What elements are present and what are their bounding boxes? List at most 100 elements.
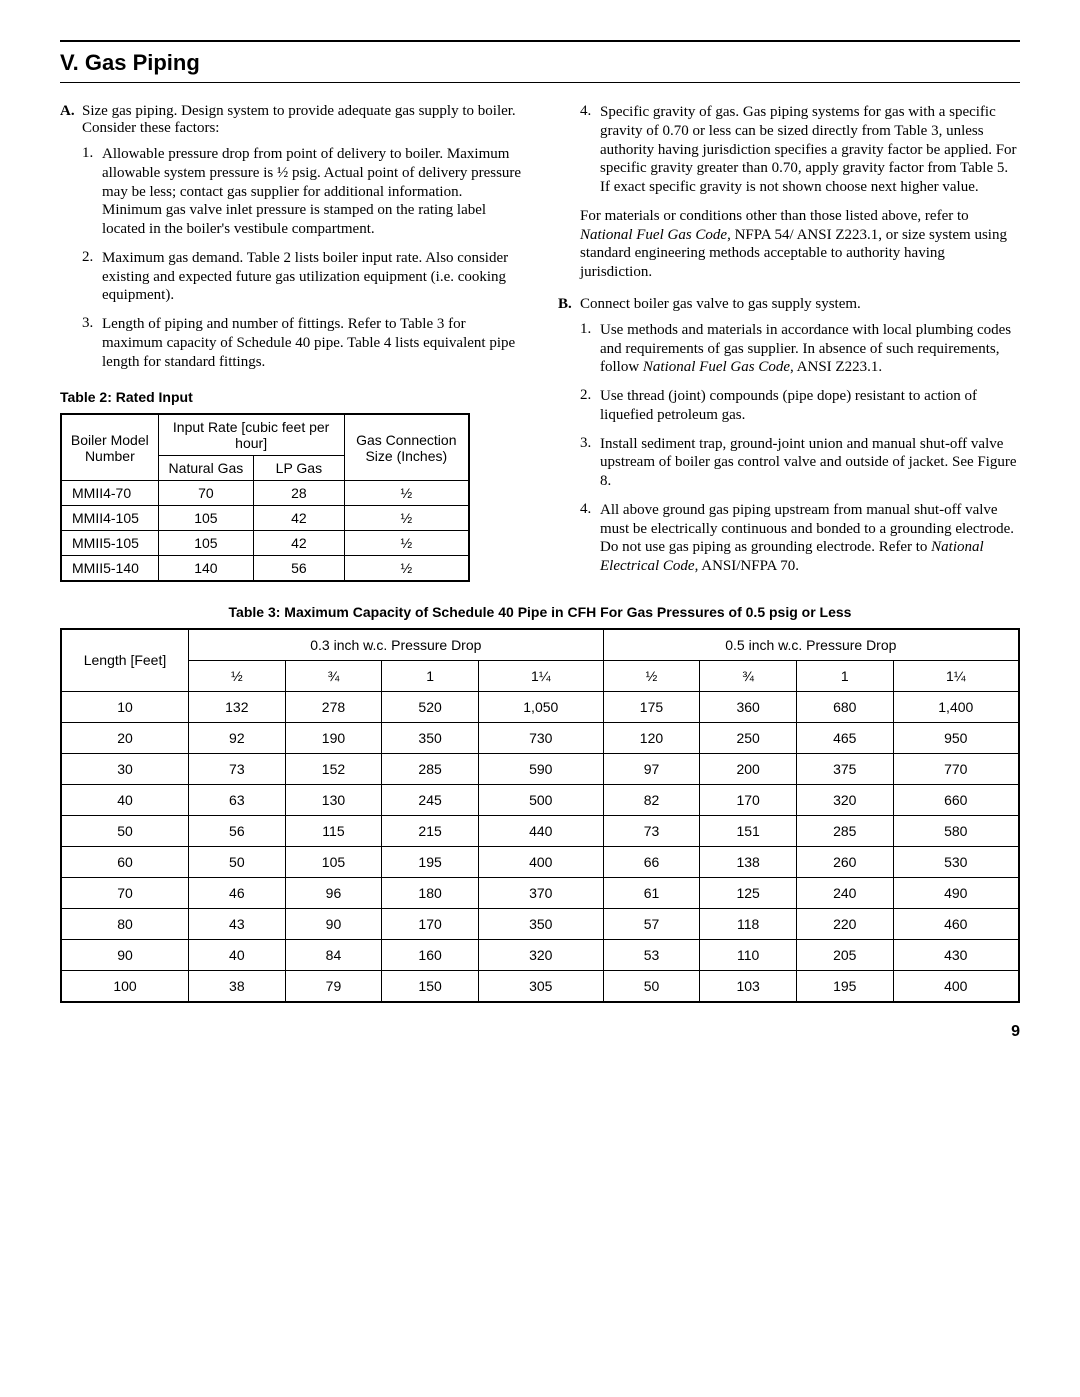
table3-h-03-b: ¾ [285,660,382,691]
table3-cell: 375 [796,753,893,784]
table2-h-nat: Natural Gas [158,456,253,481]
table3-cell: 97 [603,753,700,784]
table3-row: 90408416032053110205430 [61,939,1019,970]
table3-cell: 125 [700,877,797,908]
table2-cell: ½ [344,531,469,556]
table3-cell: 770 [893,753,1019,784]
table3-cell: 138 [700,846,797,877]
table2-caption: Table 2: Rated Input [60,389,522,405]
table2-row: MMII4-10510542½ [61,506,469,531]
table3-row: 100387915030550103195400 [61,970,1019,1002]
B2-text: Use thread (joint) compounds (pipe dope)… [600,387,1020,425]
table3-cell: 205 [796,939,893,970]
table3-cell: 151 [700,815,797,846]
table3-cell: 400 [478,846,603,877]
table3-cell: 50 [189,846,286,877]
table3-cell: 100 [61,970,189,1002]
table3-cell: 105 [285,846,382,877]
table3-cell: 175 [603,691,700,722]
table3-cell: 70 [61,877,189,908]
table3-cell: 118 [700,908,797,939]
table3-cell: 1,050 [478,691,603,722]
table2-cell: MMII5-140 [61,556,158,582]
A3-text: Length of piping and number of fittings.… [102,315,522,371]
table3-cell: 195 [796,970,893,1002]
table3-cell: 430 [893,939,1019,970]
item-A-sublist: 1.Allowable pressure drop from point of … [60,145,522,371]
table3-cell: 500 [478,784,603,815]
table3-cell: 60 [61,846,189,877]
table3: Length [Feet] 0.3 inch w.c. Pressure Dro… [60,628,1020,1003]
table3-cell: 190 [285,722,382,753]
A3-num: 3. [82,315,102,371]
item-B-text: Connect boiler gas valve to gas supply s… [580,296,1020,313]
table3-row: 505611521544073151285580 [61,815,1019,846]
table3-h-05-a: ½ [603,660,700,691]
table2-cell: 105 [158,531,253,556]
table3-cell: 46 [189,877,286,908]
table3-cell: 400 [893,970,1019,1002]
table3-cell: 170 [700,784,797,815]
table3-cell: 82 [603,784,700,815]
B1-num: 1. [580,321,600,377]
B1-post: , ANSI Z223.1. [790,359,882,375]
table3-h-05-d: 1¼ [893,660,1019,691]
table3-cell: 680 [796,691,893,722]
B1-ital: National Fuel Gas Code [643,359,790,375]
table2-cell: MMII4-70 [61,481,158,506]
table3-cell: 53 [603,939,700,970]
table3-cell: 580 [893,815,1019,846]
table3-cell: 40 [61,784,189,815]
table3-cell: 260 [796,846,893,877]
table3-row: 70469618037061125240490 [61,877,1019,908]
table2-cell: ½ [344,506,469,531]
table3-cell: 103 [700,970,797,1002]
table3-cell: 660 [893,784,1019,815]
table3-cell: 370 [478,877,603,908]
item-B-letter: B. [558,296,580,313]
table2-cell: MMII4-105 [61,506,158,531]
table3-cell: 350 [478,908,603,939]
B3-num: 3. [580,435,600,491]
A1-num: 1. [82,145,102,239]
table2-cell: 70 [158,481,253,506]
table3-cell: 320 [478,939,603,970]
table3-cell: 460 [893,908,1019,939]
table3-cell: 80 [61,908,189,939]
table3-cell: 305 [478,970,603,1002]
A4-num: 4. [580,103,600,197]
table2-cell: 105 [158,506,253,531]
table3-cell: 520 [382,691,479,722]
table3-row: 307315228559097200375770 [61,753,1019,784]
table3-h-05-b: ¾ [700,660,797,691]
B3-text: Install sediment trap, ground-joint unio… [600,435,1020,491]
B4-text: All above ground gas piping upstream fro… [600,501,1020,576]
table3-cell: 66 [603,846,700,877]
table3-cell: 73 [189,753,286,784]
table3-cell: 63 [189,784,286,815]
table3-row: 605010519540066138260530 [61,846,1019,877]
table3-cell: 240 [796,877,893,908]
B4-post: , ANSI/NFPA 70. [695,558,800,574]
left-column: A. Size gas piping. Design system to pro… [60,103,522,586]
table3-cell: 1,400 [893,691,1019,722]
table3-cell: 530 [893,846,1019,877]
table2-h-boiler: Boiler Model Number [61,414,158,481]
table3-cell: 590 [478,753,603,784]
table3-cell: 195 [382,846,479,877]
table3-cell: 73 [603,815,700,846]
table3-cell: 20 [61,722,189,753]
table3-cell: 50 [61,815,189,846]
table3-cell: 10 [61,691,189,722]
table3-cell: 350 [382,722,479,753]
section-title: V. Gas Piping [60,50,1020,76]
item-A: A. Size gas piping. Design system to pro… [60,103,522,137]
item-B-sublist: 1.Use methods and materials in accordanc… [558,321,1020,576]
table3-cell: 320 [796,784,893,815]
A4-text: Specific gravity of gas. Gas piping syst… [600,103,1020,197]
table3-cell: 56 [189,815,286,846]
table3-cell: 130 [285,784,382,815]
table3-cell: 285 [382,753,479,784]
table2-body: MMII4-707028½MMII4-10510542½MMII5-105105… [61,481,469,582]
table3-cell: 730 [478,722,603,753]
